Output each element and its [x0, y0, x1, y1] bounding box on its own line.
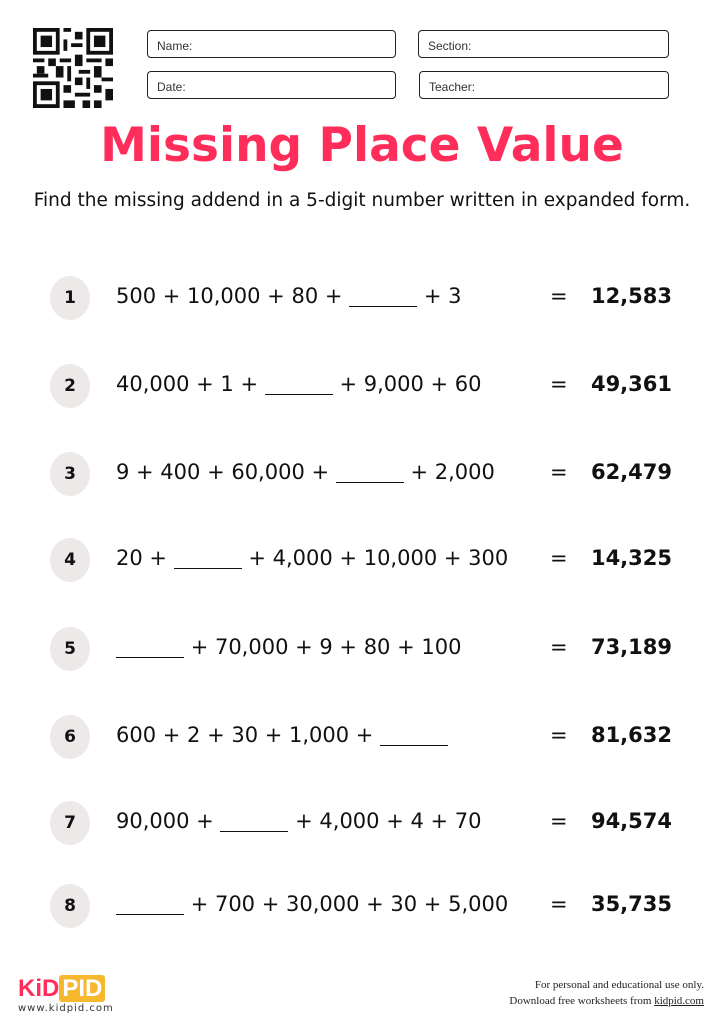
equals-sign: = [550, 546, 568, 570]
expression-before: 40,000 + 1 + [116, 372, 259, 396]
total-value: 81,632 [590, 723, 672, 747]
answer-blank[interactable] [264, 372, 333, 395]
expression: 40,000 + 1 + + 9,000 + 60 [116, 372, 482, 396]
answer-blank[interactable] [116, 635, 184, 658]
problem-row: 3 9 + 400 + 60,000 + + 2,000 = 62,479 [0, 450, 724, 496]
expression-after: + 9,000 + 60 [339, 372, 482, 396]
answer-blank[interactable] [349, 284, 418, 307]
expression: 20 + + 4,000 + 10,000 + 300 [116, 546, 508, 570]
problem-row: 5 + 70,000 + 9 + 80 + 100 = 73,189 [0, 625, 724, 671]
total-value: 35,735 [590, 892, 672, 916]
total-value: 12,583 [590, 284, 672, 308]
section-field[interactable]: Section: [418, 30, 669, 58]
total-value: 49,361 [590, 372, 672, 396]
problem-row: 2 40,000 + 1 + + 9,000 + 60 = 49,361 [0, 362, 724, 408]
instructions: Find the missing addend in a 5-digit num… [33, 190, 691, 211]
total-value: 73,189 [590, 635, 672, 659]
expression-before: 500 + 10,000 + 80 + [116, 284, 343, 308]
expression-after: + 70,000 + 9 + 80 + 100 [190, 635, 462, 659]
equals-sign: = [550, 460, 568, 484]
qr-code-icon [33, 28, 113, 108]
expression: 90,000 + + 4,000 + 4 + 70 [116, 809, 482, 833]
expression: 9 + 400 + 60,000 + + 2,000 [116, 460, 495, 484]
expression: 500 + 10,000 + 80 + + 3 [116, 284, 461, 308]
equals-sign: = [550, 284, 568, 308]
expression-before: 20 + [116, 546, 167, 570]
equals-sign: = [550, 809, 568, 833]
name-field[interactable]: Name: [147, 30, 396, 58]
answer-blank[interactable] [380, 723, 449, 746]
problem-row: 7 90,000 + + 4,000 + 4 + 70 = 94,574 [0, 799, 724, 845]
problem-number: 3 [50, 452, 90, 496]
expression-before: 90,000 + [116, 809, 214, 833]
answer-blank[interactable] [335, 460, 404, 483]
problem-number: 5 [50, 627, 90, 671]
answer-blank[interactable] [173, 546, 242, 569]
equals-sign: = [550, 892, 568, 916]
problem-number: 4 [50, 538, 90, 582]
problem-row: 1 500 + 10,000 + 80 + + 3 = 12,583 [0, 274, 724, 320]
equals-sign: = [550, 723, 568, 747]
site-url: www.kidpid.com [18, 1003, 114, 1014]
problem-number: 6 [50, 715, 90, 759]
expression-after: + 4,000 + 10,000 + 300 [248, 546, 509, 570]
expression: + 70,000 + 9 + 80 + 100 [116, 635, 461, 659]
footer-line-1: For personal and educational use only. [534, 979, 704, 991]
date-field[interactable]: Date: [147, 71, 396, 99]
problem-row: 4 20 + + 4,000 + 10,000 + 300 = 14,325 [0, 536, 724, 582]
teacher-field[interactable]: Teacher: [419, 71, 669, 99]
expression: 600 + 2 + 30 + 1,000 + [116, 723, 449, 747]
equals-sign: = [550, 635, 568, 659]
problem-number: 8 [50, 884, 90, 928]
expression-before: 600 + 2 + 30 + 1,000 + [116, 723, 374, 747]
expression-after: + 700 + 30,000 + 30 + 5,000 [190, 892, 509, 916]
footer-line-2: Download free worksheets from [509, 995, 655, 1007]
total-value: 14,325 [590, 546, 672, 570]
answer-blank[interactable] [220, 809, 289, 832]
expression: + 700 + 30,000 + 30 + 5,000 [116, 892, 508, 916]
total-value: 62,479 [590, 460, 672, 484]
total-value: 94,574 [590, 809, 672, 833]
expression-after: + 3 [423, 284, 462, 308]
kidpid-link[interactable]: kidpid.com [654, 995, 704, 1007]
equals-sign: = [550, 372, 568, 396]
expression-before: 9 + 400 + 60,000 + [116, 460, 330, 484]
expression-after: + 4,000 + 4 + 70 [295, 809, 482, 833]
footer-note: For personal and educational use only. D… [509, 977, 704, 1009]
answer-blank[interactable] [116, 892, 184, 915]
problem-number: 1 [50, 276, 90, 320]
problem-number: 2 [50, 364, 90, 408]
page-title: Missing Place Value [100, 118, 624, 173]
problem-number: 7 [50, 801, 90, 845]
kidpid-logo: KiD PID [18, 975, 106, 1003]
problem-row: 8 + 700 + 30,000 + 30 + 5,000 = 35,735 [0, 882, 724, 928]
expression-after: + 2,000 [410, 460, 495, 484]
problem-row: 6 600 + 2 + 30 + 1,000 + = 81,632 [0, 713, 724, 759]
